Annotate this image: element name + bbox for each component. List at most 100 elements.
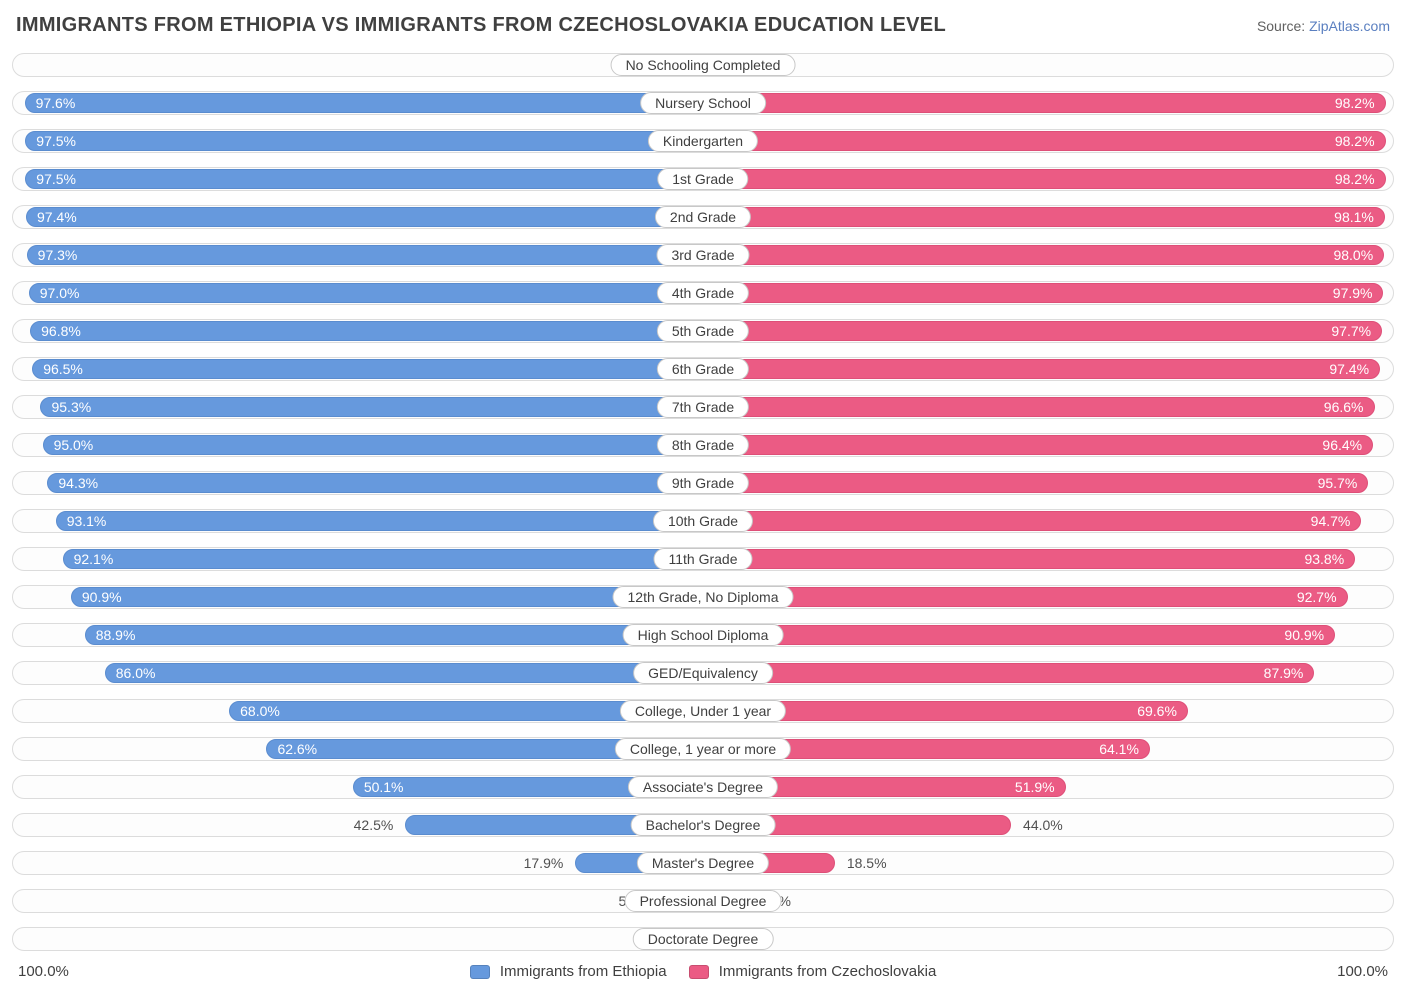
value-left: 95.0% xyxy=(44,437,104,453)
value-left: 93.1% xyxy=(57,513,117,529)
value-left: 96.8% xyxy=(31,323,91,339)
row-right-half: 92.7% xyxy=(703,583,1394,611)
value-right: 87.9% xyxy=(1254,665,1314,681)
value-right: 92.7% xyxy=(1287,589,1347,605)
row-right-half: 1.8% xyxy=(703,51,1394,79)
legend-label-left: Immigrants from Ethiopia xyxy=(500,963,667,980)
row-right-half: 69.6% xyxy=(703,697,1394,725)
bar-right: 97.4% xyxy=(707,359,1380,379)
row-right-half: 44.0% xyxy=(703,811,1394,839)
row-left-half: 68.0% xyxy=(12,697,703,725)
value-left: 95.3% xyxy=(41,399,101,415)
chart-title: IMMIGRANTS FROM ETHIOPIA VS IMMIGRANTS F… xyxy=(16,14,946,37)
bar-left: 88.9% xyxy=(85,625,699,645)
value-right: 69.6% xyxy=(1127,703,1187,719)
legend-item-right: Immigrants from Czechoslovakia xyxy=(689,963,937,980)
source-link[interactable]: ZipAtlas.com xyxy=(1309,18,1390,34)
category-label: Associate's Degree xyxy=(628,776,778,798)
category-label: 5th Grade xyxy=(657,320,749,342)
chart-row: 95.0% 96.4%8th Grade xyxy=(12,431,1394,459)
chart-row: 42.5% 44.0% Bachelor's Degree xyxy=(12,811,1394,839)
row-left-half: 2.5% xyxy=(12,51,703,79)
row-right-half: 90.9% xyxy=(703,621,1394,649)
row-right-half: 98.2% xyxy=(703,165,1394,193)
bar-left: 97.5% xyxy=(25,169,699,189)
value-right: 97.4% xyxy=(1319,361,1379,377)
chart-row: 92.1%93.8%11th Grade xyxy=(12,545,1394,573)
value-right: 64.1% xyxy=(1089,741,1149,757)
chart-row: 97.4%98.1%2nd Grade xyxy=(12,203,1394,231)
row-right-half: 2.4% xyxy=(703,925,1394,953)
category-label: 9th Grade xyxy=(657,472,749,494)
value-left: 42.5% xyxy=(346,817,402,833)
chart-row: 90.9% 92.7% 12th Grade, No Diploma xyxy=(12,583,1394,611)
bar-left: 97.4% xyxy=(26,207,699,227)
category-label: 4th Grade xyxy=(657,282,749,304)
category-label: 8th Grade xyxy=(657,434,749,456)
category-label: Kindergarten xyxy=(648,130,758,152)
bar-right: 97.9% xyxy=(707,283,1383,303)
category-label: Nursery School xyxy=(640,92,766,114)
row-left-half: 88.9% xyxy=(12,621,703,649)
bar-left: 92.1% xyxy=(63,549,699,569)
chart-row: 96.8% 97.7% 5th Grade xyxy=(12,317,1394,345)
value-left: 86.0% xyxy=(106,665,166,681)
value-right: 98.0% xyxy=(1323,247,1383,263)
row-left-half: 2.4% xyxy=(12,925,703,953)
row-right-half: 95.7% xyxy=(703,469,1394,497)
category-label: 7th Grade xyxy=(657,396,749,418)
row-left-half: 90.9% xyxy=(12,583,703,611)
value-left: 97.4% xyxy=(27,209,87,225)
row-right-half: 97.7% xyxy=(703,317,1394,345)
value-left: 97.0% xyxy=(30,285,90,301)
chart-row: 97.6%98.2%Nursery School xyxy=(12,89,1394,117)
row-left-half: 94.3% xyxy=(12,469,703,497)
row-right-half: 87.9% xyxy=(703,659,1394,687)
bar-right: 98.2% xyxy=(707,93,1386,113)
row-left-half: 17.9% xyxy=(12,849,703,877)
legend-label-right: Immigrants from Czechoslovakia xyxy=(719,963,937,980)
value-right: 97.7% xyxy=(1321,323,1381,339)
row-left-half: 95.3% xyxy=(12,393,703,421)
value-right: 44.0% xyxy=(1015,817,1071,833)
value-right: 98.2% xyxy=(1325,95,1385,111)
bar-left: 90.9% xyxy=(71,587,699,607)
chart-row: 2.5%1.8%No Schooling Completed xyxy=(12,51,1394,79)
category-label: Professional Degree xyxy=(625,890,782,912)
category-label: 6th Grade xyxy=(657,358,749,380)
chart-row: 97.5% 98.2% Kindergarten xyxy=(12,127,1394,155)
chart-header: IMMIGRANTS FROM ETHIOPIA VS IMMIGRANTS F… xyxy=(12,14,1394,37)
row-left-half: 97.3% xyxy=(12,241,703,269)
bar-right: 98.0% xyxy=(707,245,1384,265)
value-left: 97.5% xyxy=(26,133,86,149)
chart-row: 17.9%18.5%Master's Degree xyxy=(12,849,1394,877)
row-right-half: 18.5% xyxy=(703,849,1394,877)
chart-row: 97.5%98.2%1st Grade xyxy=(12,165,1394,193)
row-right-half: 93.8% xyxy=(703,545,1394,573)
value-left: 94.3% xyxy=(48,475,108,491)
bar-left: 93.1% xyxy=(56,511,699,531)
category-label: 12th Grade, No Diploma xyxy=(613,586,794,608)
bar-right: 96.4% xyxy=(707,435,1373,455)
category-label: 11th Grade xyxy=(653,548,752,570)
category-label: Bachelor's Degree xyxy=(631,814,776,836)
row-right-half: 98.2% xyxy=(703,127,1394,155)
bar-left: 94.3% xyxy=(47,473,699,493)
bar-right: 98.2% xyxy=(707,131,1386,151)
category-label: GED/Equivalency xyxy=(633,662,773,684)
chart-row: 97.0% 97.9%4th Grade xyxy=(12,279,1394,307)
category-label: No Schooling Completed xyxy=(611,54,796,76)
value-right: 98.2% xyxy=(1325,133,1385,149)
row-right-half: 64.1% xyxy=(703,735,1394,763)
chart-row: 50.1%51.9%Associate's Degree xyxy=(12,773,1394,801)
row-right-half: 96.6% xyxy=(703,393,1394,421)
row-left-half: 96.8% xyxy=(12,317,703,345)
value-right: 98.2% xyxy=(1325,171,1385,187)
category-label: Master's Degree xyxy=(637,852,769,874)
row-right-half: 51.9% xyxy=(703,773,1394,801)
chart-row: 5.3%5.8%Professional Degree xyxy=(12,887,1394,915)
value-right: 96.6% xyxy=(1314,399,1374,415)
row-right-half: 97.4% xyxy=(703,355,1394,383)
row-left-half: 97.4% xyxy=(12,203,703,231)
row-right-half: 98.2% xyxy=(703,89,1394,117)
